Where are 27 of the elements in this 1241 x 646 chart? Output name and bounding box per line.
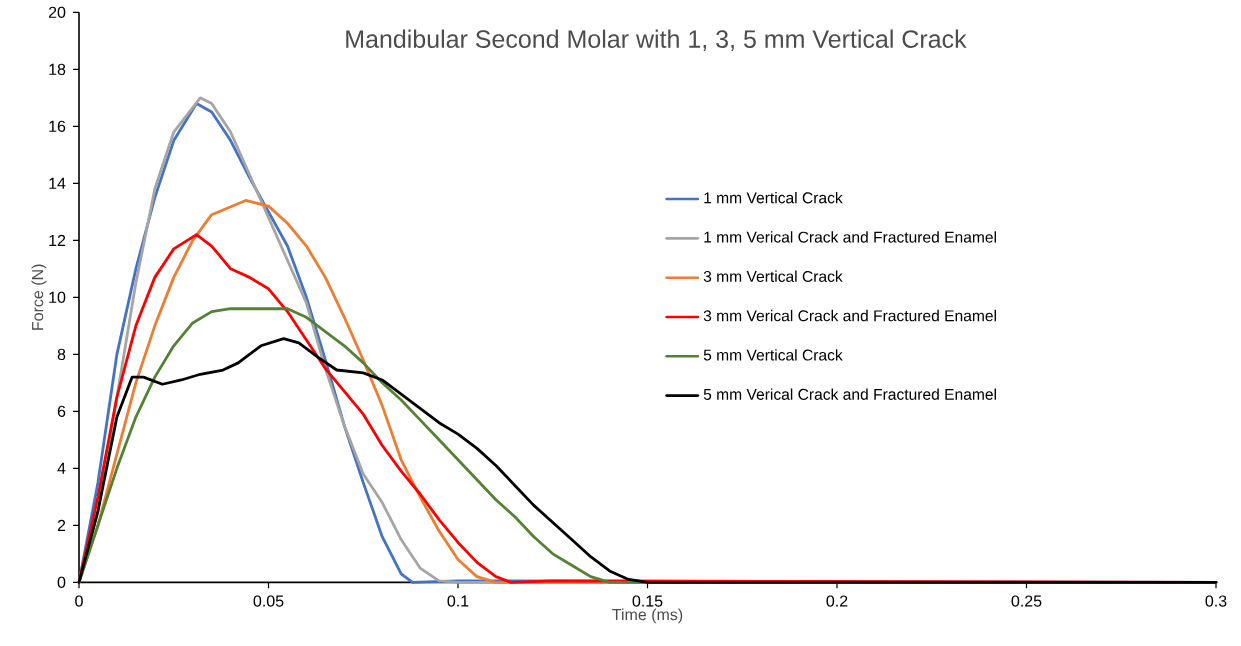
- y-tick-label: 0: [57, 576, 66, 588]
- legend-label: 5 mm Verical Crack and Fractured Enamel: [703, 388, 996, 400]
- x-tick-label: 0.1: [447, 595, 469, 607]
- text: Mandibular Second Molar with 1, 3, 5 mm Vertical Crack: [346, 29, 967, 51]
- x-tick-label: 0.3: [1205, 595, 1227, 607]
- x-axis-title: Time (ms): [612, 608, 683, 624]
- x-tick-label: 0: [75, 595, 83, 607]
- x-tick-label: 0.25: [1011, 595, 1042, 607]
- y-tick-label: 6: [57, 405, 66, 417]
- legend-label: 3 mm Vertical Crack: [703, 270, 843, 282]
- y-tick-label: 20: [48, 6, 66, 18]
- y-tick-label: 4: [57, 462, 66, 474]
- x-tick-label: 0.05: [253, 595, 284, 607]
- y-tick-label: 2: [57, 519, 66, 531]
- y-tick-label: 12: [49, 234, 66, 246]
- y-tick-label: 16: [49, 120, 66, 132]
- legend-label: 1 mm Verical Crack and Fractured Enamel: [704, 231, 996, 243]
- y-tick-label: 18: [49, 63, 66, 75]
- legend-label: 5 mm Vertical Crack: [703, 348, 843, 361]
- y-axis-title: Force (N): [31, 264, 47, 330]
- x-tick-label: 0.15: [632, 595, 663, 607]
- y-tick-label: 14: [49, 177, 66, 189]
- legend-label: 1 mm Vertical Crack: [704, 191, 843, 204]
- y-tick-label: 8: [57, 348, 66, 360]
- x-tick-label: 0.2: [826, 595, 848, 607]
- y-tick-label: 10: [49, 291, 66, 303]
- legend-label: 3 mm Verical Crack and Fractured Enamel: [703, 309, 996, 322]
